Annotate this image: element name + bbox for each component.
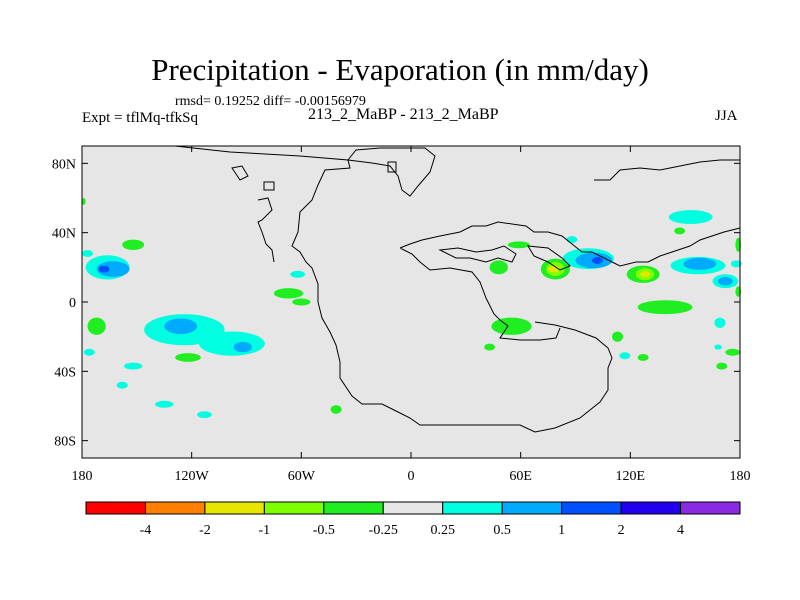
field-patch-20 — [489, 260, 508, 275]
field-patch-36 — [668, 210, 713, 224]
field-patch-48 — [637, 354, 649, 361]
field-patch-16 — [330, 405, 342, 414]
x-tick-label: 180 — [72, 469, 93, 484]
field-patch-19 — [290, 270, 305, 278]
colorbar-swatch — [85, 501, 146, 515]
colorbar-swatch — [323, 501, 384, 515]
colorbar-label: -1 — [259, 523, 271, 538]
x-tick-label: 60W — [288, 469, 316, 484]
field-patch-6 — [198, 331, 265, 356]
field-patch-45 — [714, 344, 722, 350]
field-patch-40 — [491, 317, 532, 335]
experiment-label: Expt = tflMq-tfkSq — [82, 110, 198, 126]
colorbar-swatch — [382, 501, 444, 515]
y-tick-label: 80N — [52, 157, 76, 172]
asia-north-outline — [594, 159, 740, 181]
field-patch-46 — [725, 348, 740, 356]
field-patch-27 — [591, 256, 603, 264]
field-patch-37 — [674, 227, 686, 235]
field-patch-18 — [292, 298, 311, 306]
colorbar: -4 -2 -1 -0.5 -0.25 0.25 0.5 1 2 4 — [85, 501, 741, 538]
colorbar-swatch — [263, 501, 325, 515]
field-patch-44 — [714, 317, 726, 328]
colorbar-label: 0.5 — [493, 523, 511, 538]
field-patch-24 — [548, 265, 560, 273]
page-title: Precipitation - Evaporation (in mm/day) — [151, 52, 649, 87]
plot-background — [82, 146, 740, 458]
field-patch-41 — [484, 343, 496, 351]
y-tick-label: 0 — [69, 296, 76, 311]
field-patch-15 — [197, 411, 212, 419]
arctic-island-outline-3 — [387, 161, 397, 173]
colorbar-label: 2 — [618, 523, 625, 538]
field-patch-47 — [716, 362, 728, 370]
field-patch-10 — [175, 353, 201, 362]
field-patch-9 — [87, 317, 106, 335]
greenland-outline — [347, 147, 436, 197]
continent-outlines — [82, 145, 741, 433]
colorbar-label: -4 — [140, 523, 152, 538]
arabia-outline — [527, 245, 571, 271]
x-tick-label: 120W — [175, 469, 210, 484]
colorbar-label: 4 — [677, 523, 684, 538]
season-label: JJA — [715, 108, 738, 124]
x-tick-label: 60E — [509, 469, 532, 484]
west-coast-outline — [257, 197, 275, 263]
y-tick-label: 80S — [54, 435, 76, 450]
colorbar-swatch — [204, 501, 265, 515]
colorbar-swatch — [442, 501, 503, 515]
field-patch-31 — [640, 271, 650, 278]
colorbar-label: -2 — [199, 523, 211, 538]
field-patch-14 — [155, 400, 174, 408]
x-tick-label: 120E — [616, 469, 646, 484]
field-patch-21 — [507, 241, 530, 249]
field-patch-33 — [683, 257, 717, 270]
x-tick-label: 0 — [408, 469, 415, 484]
colorbar-swatch — [144, 501, 206, 515]
field-patch-17 — [273, 288, 304, 299]
precip-evap-field — [82, 198, 742, 419]
map-axes: 180 120W 60W 0 60E 120E 180 80N 40N 0 40S 80S — [52, 146, 751, 484]
colorbar-swatch — [561, 501, 622, 515]
mediterranean-outline — [438, 245, 517, 263]
field-patch-3 — [122, 239, 145, 250]
field-patch-39 — [730, 260, 742, 268]
y-tick-label: 40N — [52, 227, 76, 242]
north-america-outline — [82, 145, 613, 433]
colorbar-label: -0.5 — [313, 523, 335, 538]
field-patch-12 — [124, 362, 143, 370]
field-patch-43 — [619, 352, 631, 360]
field-patch-4 — [82, 250, 93, 257]
x-tick-label: 180 — [730, 469, 751, 484]
colorbar-label: 0.25 — [430, 523, 455, 538]
field-patch-2 — [98, 265, 110, 273]
field-patch-13 — [116, 381, 128, 389]
case-names: 213_2_MaBP - 213_2_MaBP — [308, 106, 499, 123]
colorbar-label: 1 — [558, 523, 565, 538]
field-patch-1 — [96, 261, 130, 277]
colorbar-swatch — [620, 501, 682, 515]
field-patch-38 — [637, 300, 693, 315]
field-patch-7 — [164, 318, 198, 335]
arctic-island-outline — [231, 165, 249, 181]
field-patch-28 — [566, 236, 578, 244]
eurasia-africa-outline — [399, 221, 741, 341]
colorbar-label: -0.25 — [369, 523, 398, 538]
field-patch-35 — [718, 276, 733, 286]
field-patch-11 — [83, 348, 95, 356]
field-patch-51 — [82, 198, 86, 205]
arctic-island-outline-2 — [263, 181, 275, 191]
y-tick-label: 40S — [54, 365, 76, 380]
colorbar-swatch — [501, 501, 563, 515]
colorbar-swatch — [680, 501, 741, 515]
field-patch-8 — [233, 341, 252, 353]
field-patch-42 — [612, 331, 624, 342]
rmsd-diff-stats: rmsd= 0.19252 diff= -0.00156979 — [175, 94, 366, 109]
